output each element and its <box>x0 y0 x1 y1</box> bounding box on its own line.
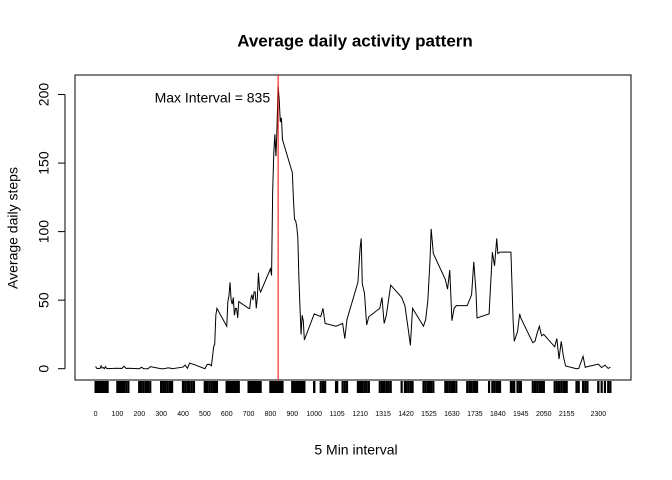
x-tick-label: 1420 <box>398 411 414 418</box>
x-tick-label: 1000 <box>306 411 322 418</box>
x-tick-label: 400 <box>177 411 189 418</box>
x-tick-label: 1840 <box>490 411 506 418</box>
x-tick-label: 700 <box>243 411 255 418</box>
x-tick-label: 1525 <box>421 411 437 418</box>
y-tick-label: 200 <box>36 83 52 107</box>
x-tick-label: 900 <box>286 411 298 418</box>
x-tick-label: 1735 <box>467 411 483 418</box>
y-tick-label: 0 <box>36 365 52 373</box>
x-tick-label: 500 <box>199 411 211 418</box>
x-tick-label: 1945 <box>513 411 529 418</box>
data-line <box>95 86 611 370</box>
x-tick-label: 0 <box>94 411 98 418</box>
x-tick-label: 300 <box>155 411 167 418</box>
chart-title: Average daily activity pattern <box>237 31 473 50</box>
x-axis-label: 5 Min interval <box>314 442 397 458</box>
y-tick-label: 100 <box>36 220 52 244</box>
x-tick-label: 100 <box>112 411 124 418</box>
x-tick-label: 2050 <box>536 411 552 418</box>
y-tick-label: 150 <box>36 151 52 175</box>
x-tick-label: 600 <box>221 411 233 418</box>
plot-frame <box>74 74 632 381</box>
x-tick-label: 1315 <box>375 411 391 418</box>
x-tick-label: 1105 <box>330 411 345 418</box>
x-tick-label: 1630 <box>444 411 460 418</box>
x-tick-label: 800 <box>265 411 277 418</box>
x-tick-label: 1210 <box>352 411 368 418</box>
x-tick-label: 200 <box>133 411 145 418</box>
y-tick-label: 50 <box>36 292 52 308</box>
x-tick-label: 2155 <box>559 411 575 418</box>
y-axis-label: Average daily steps <box>5 167 21 289</box>
annotation: Max Interval = 835 <box>155 90 271 106</box>
x-tick-label: 2300 <box>591 411 607 418</box>
